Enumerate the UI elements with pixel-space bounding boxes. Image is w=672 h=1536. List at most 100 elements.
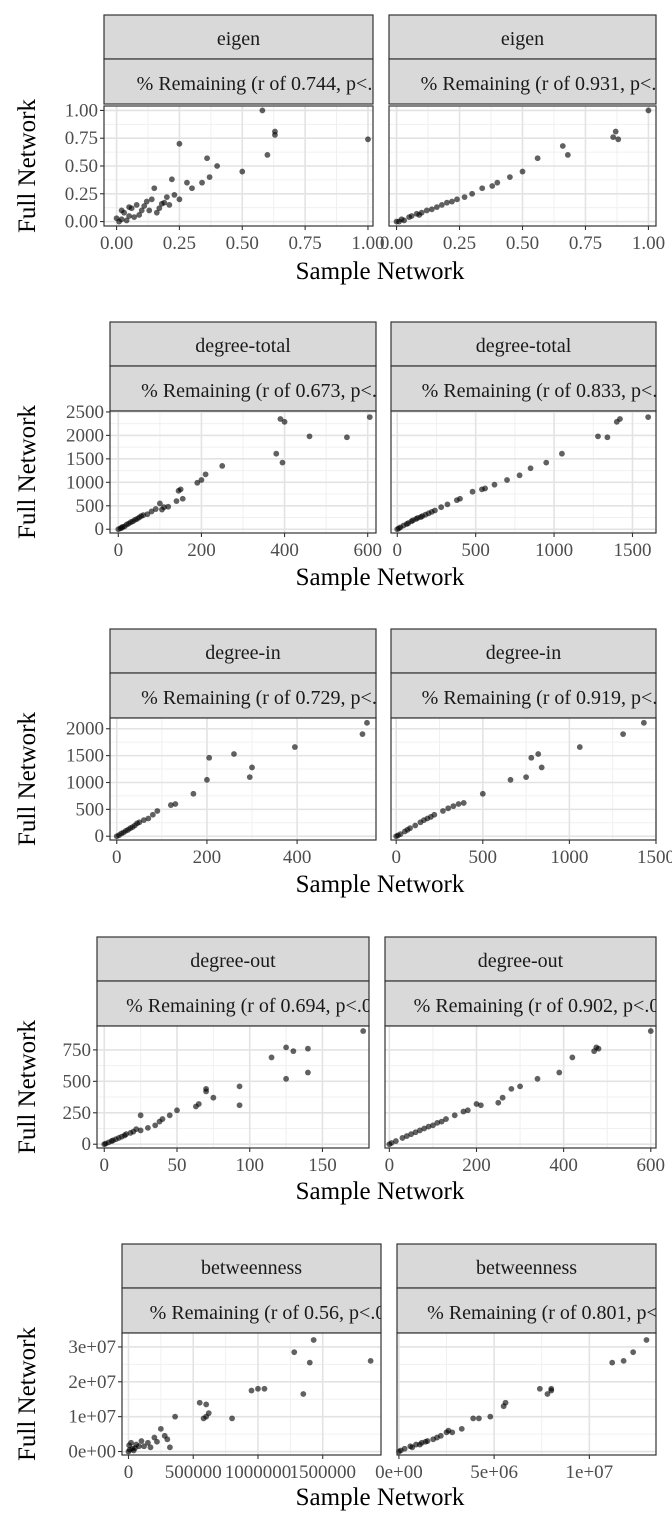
data-point	[305, 1069, 311, 1076]
panel-border	[109, 717, 377, 841]
x-tick-label: 0	[112, 847, 122, 868]
data-point	[399, 1135, 406, 1141]
data-point	[615, 136, 622, 143]
strip-remaining-group: % Remaining (r of 0.931, p<.	[421, 73, 656, 95]
strip-remaining-group: % Remaining (r of 0.673, p<.	[141, 380, 377, 402]
strip-remaining-label: % Remaining (r of 0.673, p<.	[141, 380, 377, 402]
x-tick-label: 0.25	[163, 233, 196, 254]
x-tick-label: 5e+06	[470, 1462, 518, 1483]
data-point	[460, 800, 467, 806]
data-point	[210, 1094, 217, 1101]
data-point	[239, 168, 246, 175]
x-tick-label: 0e+00	[375, 1462, 423, 1483]
data-point	[204, 155, 210, 162]
x-tick-label: 50	[168, 1155, 187, 1176]
data-point	[428, 206, 435, 213]
data-point	[172, 1413, 178, 1420]
data-point	[367, 1357, 374, 1364]
data-point	[404, 826, 411, 833]
data-point	[305, 1045, 311, 1052]
data-point	[508, 1085, 515, 1092]
x-tick-label: 1.00	[351, 233, 384, 254]
data-point	[259, 107, 266, 114]
data-point	[168, 176, 175, 183]
x-tick-label: 100	[235, 1155, 264, 1176]
data-point	[165, 503, 172, 510]
data-point	[196, 1399, 203, 1406]
data-point	[412, 822, 419, 829]
data-point	[479, 790, 486, 797]
data-point	[204, 776, 210, 783]
x-tick-label: 500	[469, 847, 498, 868]
strip-metric-label: eigen	[217, 28, 260, 50]
data-point	[156, 1118, 163, 1125]
data-point	[113, 215, 120, 222]
y-axis-title: Full Network	[14, 1326, 41, 1461]
data-point	[249, 764, 255, 771]
data-point	[366, 414, 373, 420]
data-point	[148, 196, 155, 203]
data-point	[156, 205, 163, 212]
y-tick-label: 1.00	[65, 100, 98, 121]
data-point	[479, 486, 485, 493]
panel-background	[110, 718, 376, 840]
data-point	[416, 211, 423, 218]
data-point	[535, 751, 542, 757]
data-point	[421, 1125, 428, 1132]
data-point	[140, 817, 147, 824]
data-point	[499, 1094, 506, 1101]
strip-box	[396, 1287, 657, 1334]
x-tick-label: 600	[637, 1155, 666, 1176]
data-point	[507, 776, 514, 783]
data-point	[569, 1054, 576, 1061]
data-point	[428, 508, 435, 515]
data-point	[190, 790, 197, 797]
panel-background	[97, 1026, 369, 1148]
data-point	[166, 1112, 173, 1119]
y-tick-label: 500	[76, 799, 105, 820]
data-point	[125, 1448, 132, 1455]
data-point	[283, 1075, 289, 1082]
data-point	[495, 1099, 502, 1106]
data-point	[290, 1048, 297, 1055]
strip-remaining-group: % Remaining (r of 0.694, p<.0	[126, 995, 369, 1017]
data-point	[176, 196, 183, 203]
data-point	[422, 1438, 429, 1445]
x-axis-title: Sample Network	[296, 258, 465, 285]
x-tick-label: 400	[283, 847, 312, 868]
data-point	[519, 168, 526, 175]
data-point	[576, 744, 583, 750]
x-tick-label: 0.00	[100, 233, 133, 254]
data-point	[479, 185, 486, 192]
strip-box	[121, 1243, 382, 1289]
data-point	[310, 1337, 317, 1343]
strip-metric-label: degree-total	[476, 335, 572, 357]
data-point	[133, 201, 140, 208]
data-point	[403, 1133, 410, 1139]
strip-box	[388, 14, 657, 60]
data-point	[255, 1385, 261, 1392]
panel-border	[96, 1025, 370, 1149]
data-point	[504, 477, 510, 483]
x-tick-label: 0	[385, 1155, 395, 1176]
data-point	[559, 143, 566, 149]
y-tick-label: 1500	[66, 449, 104, 470]
data-point	[133, 1441, 140, 1448]
strip-remaining-group: % Remaining (r of 0.902, p<.0	[414, 995, 656, 1017]
x-axis-title: Sample Network	[296, 1178, 465, 1205]
data-point	[422, 511, 429, 518]
data-point	[140, 512, 147, 519]
y-tick-label: 250	[63, 1103, 92, 1124]
strip-remaining-label: % Remaining (r of 0.729, p<.	[141, 687, 377, 709]
x-tick-label: 0.75	[569, 233, 602, 254]
y-tick-label: 0.75	[65, 128, 98, 149]
data-point	[171, 191, 178, 198]
data-point	[438, 504, 445, 511]
x-tick-label: 1000000	[225, 1462, 292, 1483]
data-point	[444, 501, 451, 508]
data-point	[425, 1123, 432, 1130]
data-point	[395, 525, 402, 532]
data-point	[620, 731, 626, 738]
data-point	[184, 179, 190, 186]
data-point	[360, 1028, 367, 1034]
